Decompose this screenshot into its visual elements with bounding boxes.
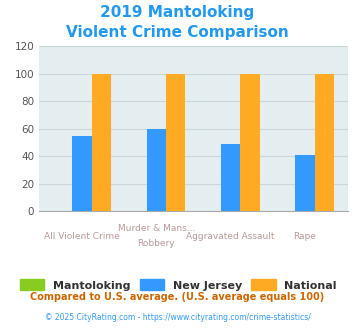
Bar (72, 136, 92, 211)
Bar (295, 155, 315, 211)
Bar (315, 74, 334, 211)
Text: All Violent Crime: All Violent Crime (44, 232, 120, 241)
Text: © 2025 CityRating.com - https://www.cityrating.com/crime-statistics/: © 2025 CityRating.com - https://www.city… (45, 313, 310, 322)
Text: Robbery: Robbery (137, 239, 175, 248)
Legend: Mantoloking, New Jersey, National: Mantoloking, New Jersey, National (20, 280, 337, 291)
Text: Compared to U.S. average. (U.S. average equals 100): Compared to U.S. average. (U.S. average … (31, 292, 324, 302)
Text: Murder & Mans...: Murder & Mans... (118, 224, 195, 233)
Bar (92, 74, 111, 211)
Bar (240, 74, 260, 211)
Bar (166, 74, 185, 211)
Bar (147, 129, 166, 211)
Text: Violent Crime Comparison: Violent Crime Comparison (66, 25, 289, 40)
Text: Aggravated Assault: Aggravated Assault (186, 232, 275, 241)
Text: Rape: Rape (294, 232, 316, 241)
Text: 2019 Mantoloking: 2019 Mantoloking (100, 5, 255, 20)
Bar (221, 144, 240, 211)
